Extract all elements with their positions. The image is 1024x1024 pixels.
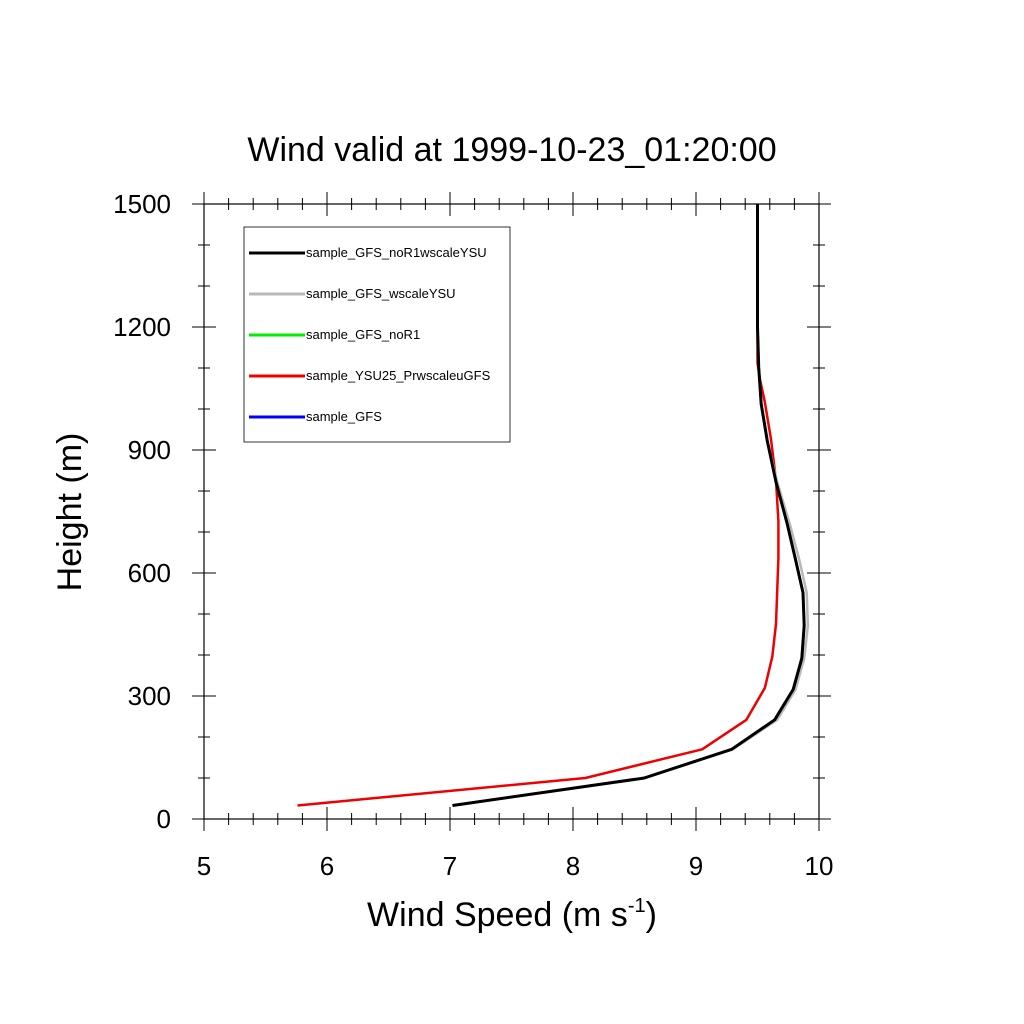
legend-label: sample_GFS: [306, 409, 382, 424]
plot-frame: [203, 203, 820, 820]
y-tick-label: 900: [128, 435, 171, 465]
y-tick-label: 600: [128, 558, 171, 588]
series-lines: [297, 204, 810, 807]
x-axis-title-main: Wind Speed (m s: [367, 896, 628, 934]
chart-title: Wind valid at 1999-10-23_01:20:00: [247, 131, 776, 169]
y-tick-label: 1500: [113, 189, 171, 219]
x-tick-label: 7: [443, 851, 457, 881]
legend-label: sample_GFS_noR1wscaleYSU: [306, 245, 487, 260]
x-tick-label: 8: [566, 851, 580, 881]
legend-label: sample_GFS_wscaleYSU: [306, 286, 456, 301]
y-axis-title: Height (m): [51, 433, 89, 592]
legend: sample_GFS_noR1wscaleYSU sample_GFS_wscal…: [243, 226, 511, 443]
x-axis-title-superscript: -1: [628, 895, 646, 917]
y-tick-label: 0: [157, 804, 171, 834]
series-line-sample-gfs-nor1wscaleysu: [452, 204, 806, 807]
x-tick-label: 5: [197, 851, 211, 881]
y-tick-label: 1200: [113, 312, 171, 342]
legend-label: sample_GFS_noR1: [306, 327, 420, 342]
y-tick-label: 300: [128, 681, 171, 711]
x-tick-label: 9: [689, 851, 703, 881]
legend-label: sample_YSU25_PrwscaleuGFS: [306, 368, 491, 383]
x-tick-label: 6: [320, 851, 334, 881]
axis-ticks: 5 6 7 8 9 10 0 300 600 900 1200 1500: [113, 189, 833, 881]
x-tick-label: 10: [805, 851, 834, 881]
x-axis-title: Wind Speed (m s-1): [367, 895, 657, 934]
x-axis-title-suffix: ): [646, 896, 657, 934]
